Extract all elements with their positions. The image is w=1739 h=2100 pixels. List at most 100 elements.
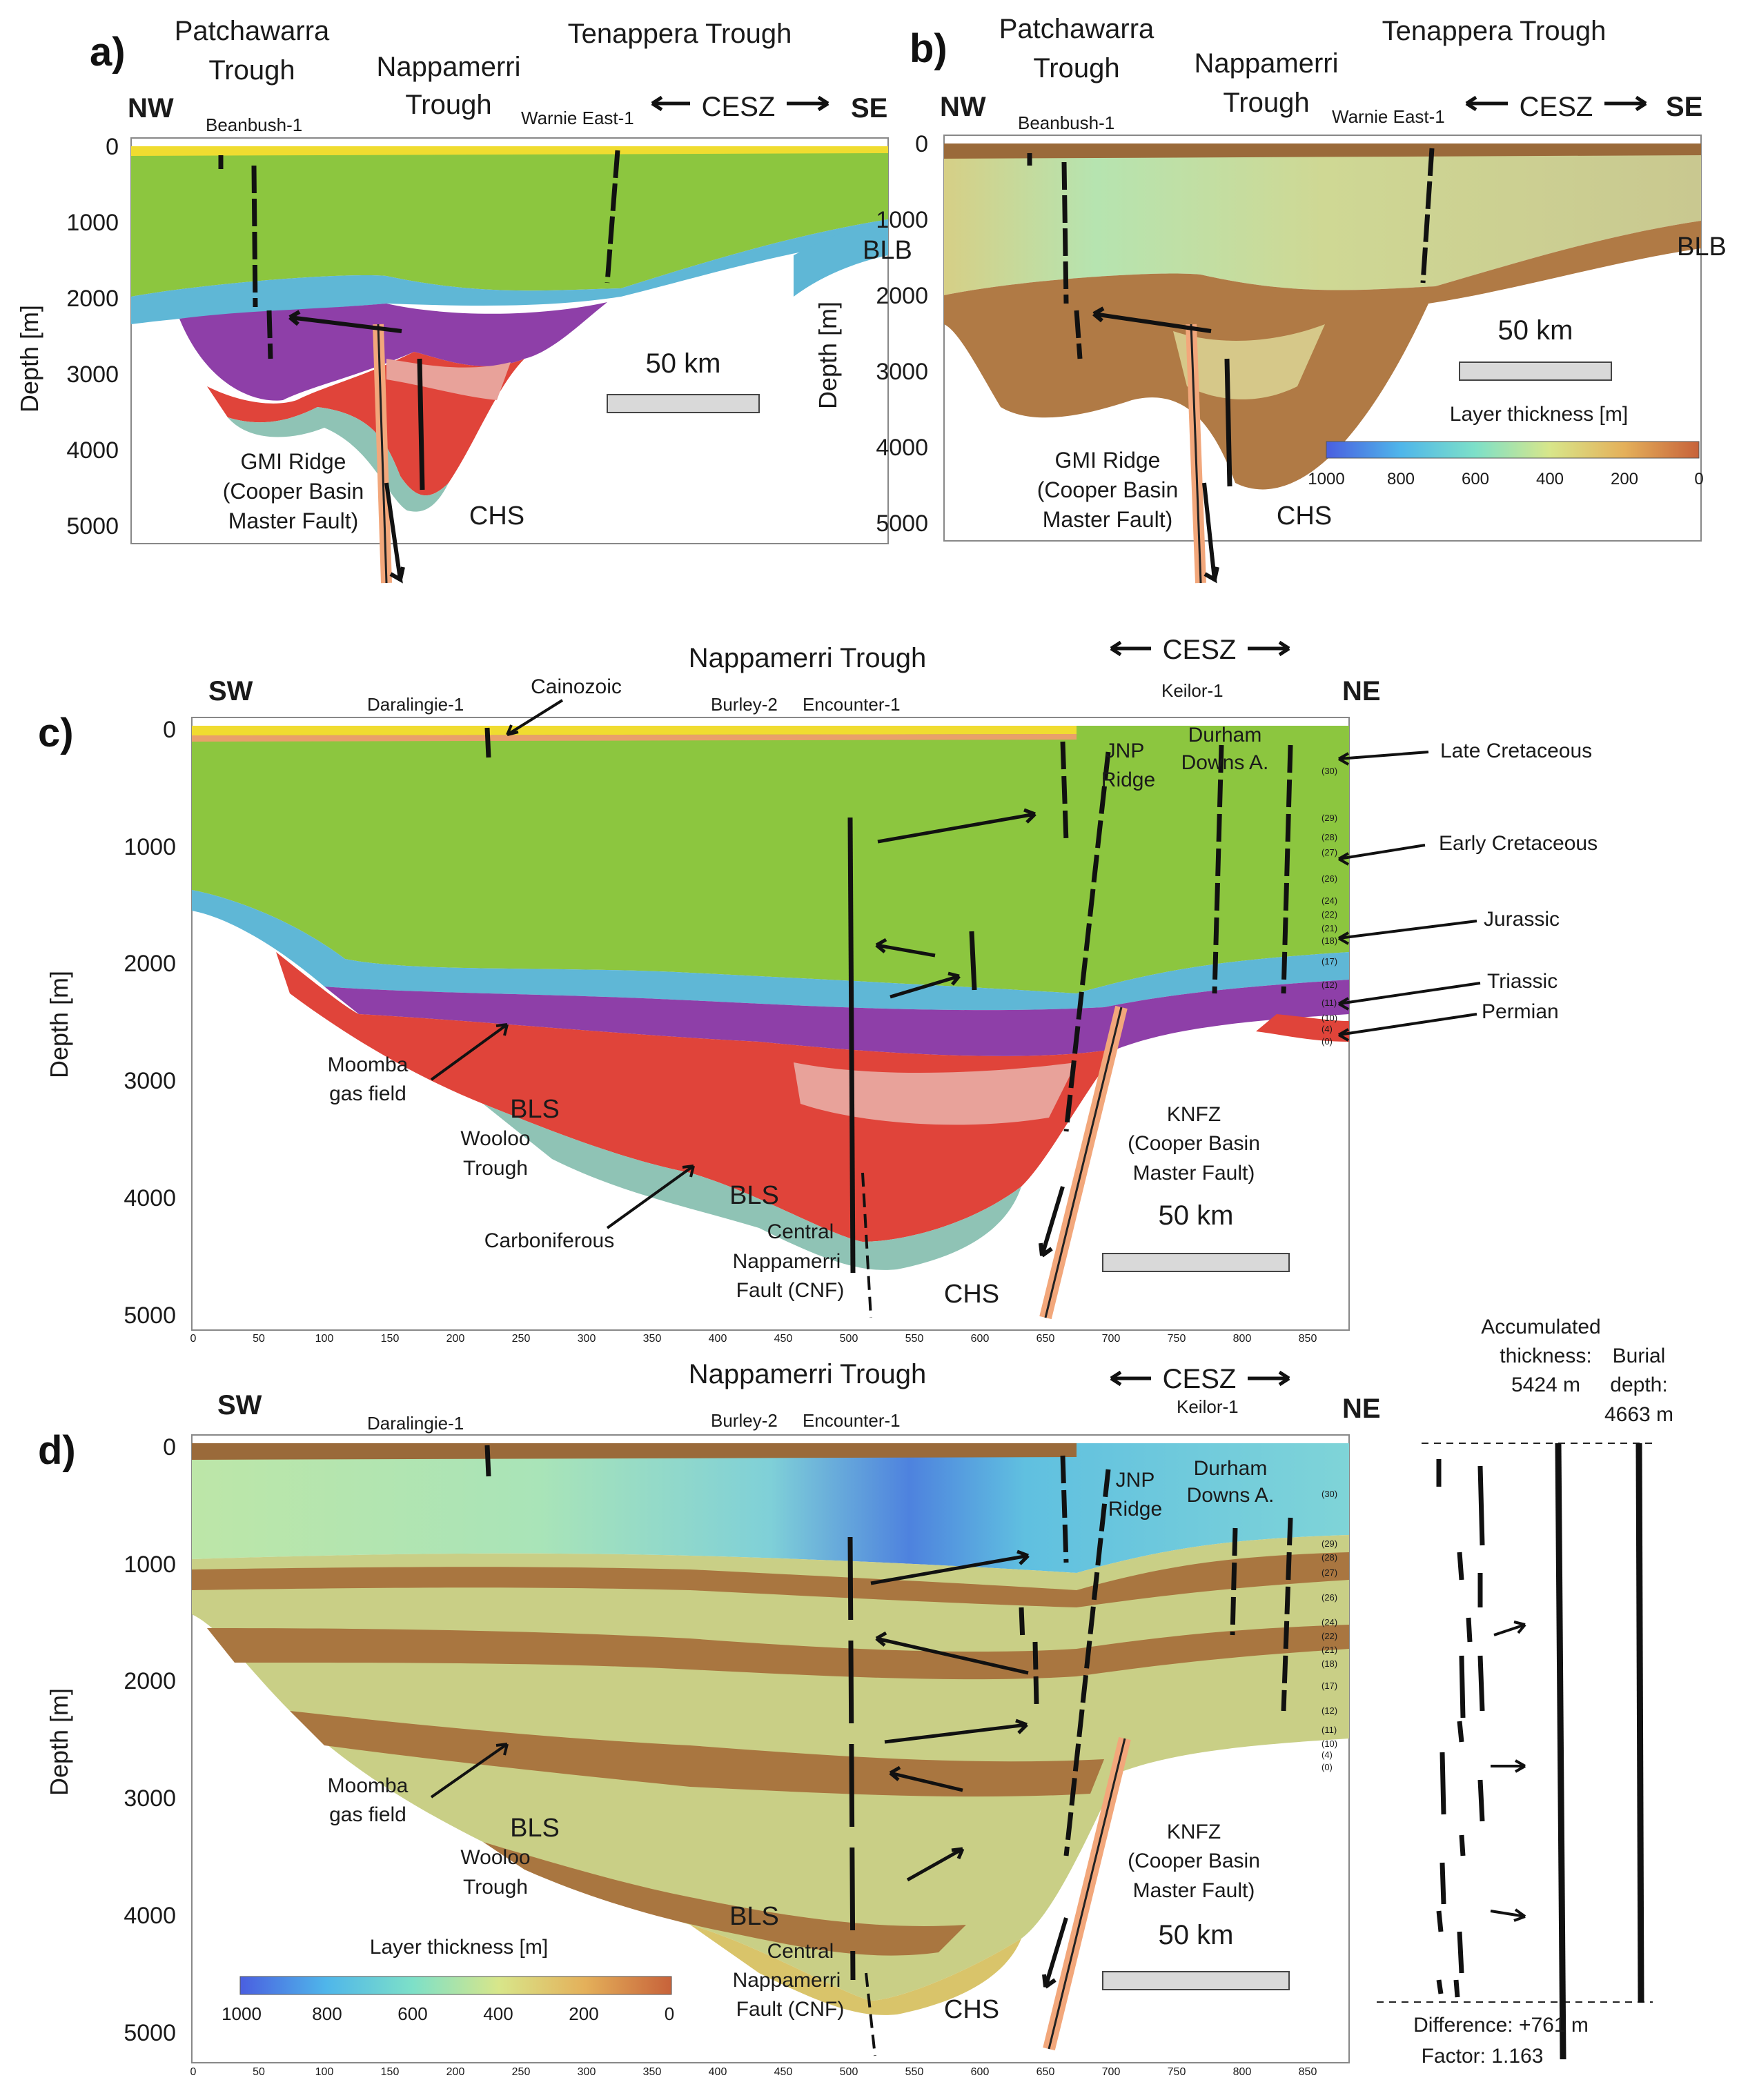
moomba-pointer xyxy=(430,1023,509,1081)
x-tick: 250 xyxy=(512,2066,531,2078)
scale-bar xyxy=(1459,361,1612,381)
late-cretaceous-layer xyxy=(131,146,888,297)
bls-label-1: BLS xyxy=(510,1814,560,1843)
panel-c-letter: c) xyxy=(38,711,74,755)
bls-label-1: BLS xyxy=(510,1095,560,1124)
cnf-3: Fault (CNF) xyxy=(736,1279,845,1302)
colorbar-tick: 200 xyxy=(569,2003,598,2024)
layer-number: (21) xyxy=(1322,923,1337,933)
gmi-fault-line xyxy=(377,324,388,584)
burial-3: 4663 m xyxy=(1604,1403,1673,1426)
offset-marker xyxy=(969,931,977,991)
layer-number: (29) xyxy=(1322,813,1337,823)
moomba-1: Moomba xyxy=(328,1053,409,1076)
gmi-ridge-1: GMI Ridge xyxy=(241,449,346,474)
cesz-label: CESZ xyxy=(1163,1364,1237,1394)
cesz-right-arrow xyxy=(1248,1370,1290,1387)
layer-number: (28) xyxy=(1322,1552,1337,1563)
depth-tick: 0 xyxy=(163,1434,176,1460)
jnp-ridge-1: JNP xyxy=(1116,1469,1155,1492)
well-column xyxy=(417,358,425,491)
unit-labels: Late Cretaceous Early Cretaceous Jurassi… xyxy=(1439,740,1598,1023)
depth-tick: 4000 xyxy=(876,435,928,461)
scale-label: 50 km xyxy=(1498,315,1573,346)
layer-numbers-d: (30) (29) (28) (27) (26) (24) (22) (21) … xyxy=(1322,1489,1337,1772)
colorbar-tick: 1000 xyxy=(1308,470,1344,488)
knfz-fault-line xyxy=(1044,1007,1123,1318)
brown-band-1 xyxy=(192,1552,1349,1607)
well-keilor: Keilor-1 xyxy=(1177,1396,1239,1417)
panel-b: b) Patchawarra Trough Nappamerri Trough … xyxy=(814,14,1727,584)
layer-number: (17) xyxy=(1322,1681,1337,1691)
layer-number: (12) xyxy=(1322,1705,1337,1716)
permian-ne-layer xyxy=(1256,1014,1349,1042)
chs-label: CHS xyxy=(944,1280,999,1309)
cesz-label: CESZ xyxy=(1520,92,1593,122)
tenappera-label: Tenappera Trough xyxy=(568,19,792,49)
layer-number: (28) xyxy=(1322,832,1337,842)
depth-ticks-d: 0 1000 2000 3000 4000 5000 xyxy=(124,1434,176,2046)
patchawarra-label-2: Trough xyxy=(1033,53,1119,83)
layer-number: (11) xyxy=(1322,998,1337,1008)
x-tick: 0 xyxy=(190,1333,197,1345)
layer-thickness-segments xyxy=(1436,1459,1485,1998)
thickness-lower xyxy=(944,221,1701,490)
x-tick: 100 xyxy=(315,1333,334,1345)
cainozoic-pointer xyxy=(506,699,564,736)
accumulated-3: 5424 m xyxy=(1511,1374,1580,1396)
patchawarra-label-1: Patchawarra xyxy=(999,14,1155,44)
well-daralingie: Daralingie-1 xyxy=(367,694,464,715)
depth-tick: 5000 xyxy=(124,1302,176,1329)
depth-tick: 4000 xyxy=(124,1903,176,1929)
panel-c-title: Nappamerri Trough xyxy=(689,643,927,673)
nappamerri-label-1: Nappamerri xyxy=(377,52,521,82)
x-tick: 600 xyxy=(971,1333,990,1345)
cainozoic-marker xyxy=(484,727,491,758)
cesz-label: CESZ xyxy=(702,92,776,122)
depth-tick: 4000 xyxy=(66,437,119,464)
x-tick: 200 xyxy=(446,1333,465,1345)
carboniferous-pointer xyxy=(606,1165,695,1229)
x-tick: 300 xyxy=(578,1333,596,1345)
permian-layer xyxy=(276,952,1118,1242)
thickness-mid xyxy=(1173,324,1325,399)
x-tick: 150 xyxy=(381,1333,400,1345)
offset-arrow-2 xyxy=(875,938,936,958)
offset-arrow-3 xyxy=(890,971,961,999)
x-tick: 550 xyxy=(905,1333,924,1345)
panel-a-letter: a) xyxy=(90,30,126,75)
brown-band-2 xyxy=(207,1625,1349,1680)
x-tick: 750 xyxy=(1168,2066,1186,2078)
knfz-3: Master Fault) xyxy=(1133,1879,1255,1902)
accumulated-1: Accumulated xyxy=(1481,1316,1600,1338)
colorbar-title: Layer thickness [m] xyxy=(370,1936,548,1959)
colorbar-ticks: 1000 800 600 400 200 0 xyxy=(1308,470,1703,488)
colorbar-tick: 400 xyxy=(483,2003,513,2024)
triassic-layer xyxy=(324,980,1349,1056)
depth-tick: 5000 xyxy=(124,2020,176,2046)
jurassic-layer xyxy=(131,219,888,324)
cesz-right-arrow xyxy=(1248,640,1290,657)
offset-arrow xyxy=(1092,306,1212,333)
well-warnie: Warnie East-1 xyxy=(521,108,634,128)
colorbar-tick: 0 xyxy=(1694,470,1703,488)
x-tick: 800 xyxy=(1233,1333,1252,1345)
unit-late-cretaceous: Late Cretaceous xyxy=(1440,740,1592,762)
bls-label-2: BLS xyxy=(729,1181,779,1210)
layer-number: (17) xyxy=(1322,956,1337,967)
offset-arrow-2 xyxy=(875,1631,1029,1675)
offset-arrow xyxy=(288,310,402,333)
cainozoic-marker xyxy=(484,1445,491,1477)
knfz-1: KNFZ xyxy=(1167,1821,1221,1843)
depth-tick: 3000 xyxy=(124,1068,176,1094)
sw-label: SW xyxy=(208,676,253,706)
jnp-ridge-2: Ridge xyxy=(1108,1498,1162,1520)
layer-number: (4) xyxy=(1322,1024,1333,1034)
late-cretaceous-thickness xyxy=(192,1443,1349,1573)
cainozoic-layer xyxy=(192,726,1077,735)
sw-label: SW xyxy=(217,1390,262,1420)
scale-label: 50 km xyxy=(646,348,721,379)
x-tick: 800 xyxy=(1233,2066,1252,2078)
x-tick: 750 xyxy=(1168,1333,1186,1345)
layer-number: (24) xyxy=(1322,1617,1337,1627)
